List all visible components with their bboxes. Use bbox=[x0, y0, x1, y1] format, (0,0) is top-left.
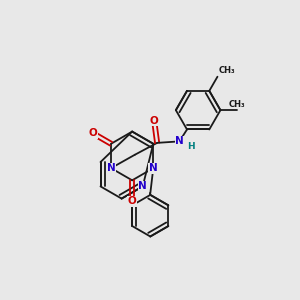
Text: N: N bbox=[138, 182, 147, 191]
Text: O: O bbox=[89, 128, 98, 138]
Text: N: N bbox=[149, 163, 158, 173]
Text: N: N bbox=[107, 163, 116, 173]
Text: H: H bbox=[187, 142, 194, 151]
Text: CH₃: CH₃ bbox=[229, 100, 245, 109]
Text: O: O bbox=[150, 116, 158, 126]
Text: O: O bbox=[128, 196, 136, 206]
Text: CH₃: CH₃ bbox=[219, 66, 236, 75]
Text: N: N bbox=[175, 136, 184, 146]
